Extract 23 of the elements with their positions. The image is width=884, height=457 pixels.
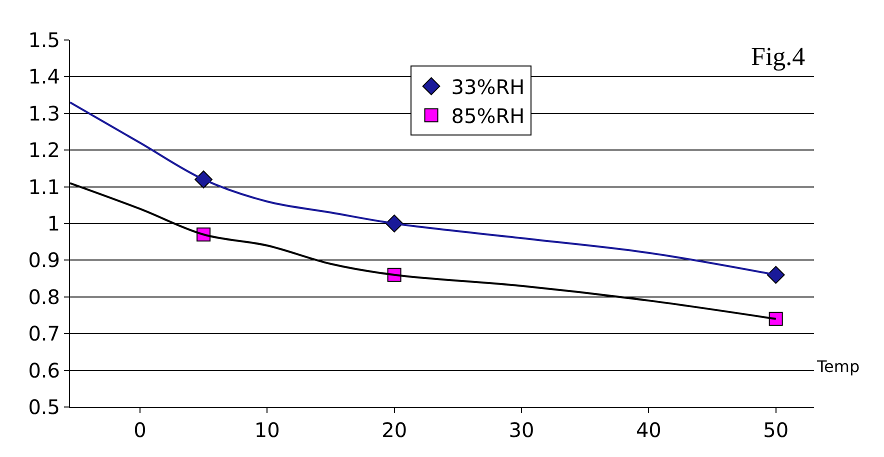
y-tick-label: 1.1 — [28, 174, 60, 199]
legend-label: 33%RH — [451, 74, 525, 99]
y-tick-label: 0.8 — [28, 284, 60, 309]
x-tick-label: 0 — [134, 418, 146, 442]
point — [768, 312, 783, 326]
x-tick-label: 50 — [763, 418, 789, 442]
x-tick-label: 40 — [636, 418, 662, 442]
point — [766, 266, 785, 284]
y-tick-label: 1 — [47, 212, 60, 236]
x-tick-label: 20 — [382, 418, 408, 442]
y-tick-label: 1.2 — [28, 138, 60, 162]
legend-label: 85%RH — [451, 104, 525, 128]
y-tick-label: 0.6 — [28, 358, 60, 382]
y-tick-label: 1.3 — [28, 101, 60, 126]
annotation: Fig.4 — [751, 42, 806, 71]
x-tick-label: 30 — [508, 418, 534, 442]
y-tick-label: 0.5 — [28, 395, 60, 419]
y-tick-label: 0.9 — [28, 248, 60, 272]
y-tick-label: 1.5 — [28, 28, 60, 52]
y-tick-label: 1.4 — [28, 64, 60, 89]
x-axis-title: Temp — [816, 357, 860, 376]
x-tick-label: 10 — [254, 418, 280, 442]
y-tick-label: 0.7 — [28, 322, 60, 346]
